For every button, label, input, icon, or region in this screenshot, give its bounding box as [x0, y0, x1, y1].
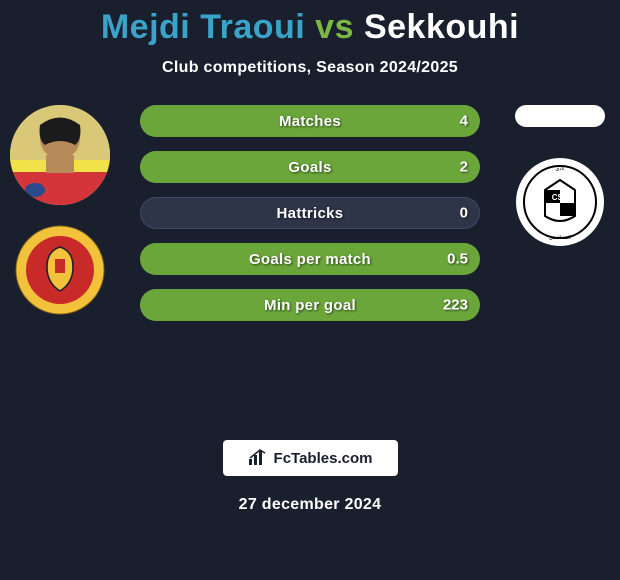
subtitle: Club competitions, Season 2024/2025 [0, 59, 620, 77]
stat-label: Hattricks [277, 205, 344, 222]
stat-label: Goals [288, 159, 331, 176]
stat-row: Goals per match 0.5 [140, 243, 480, 275]
stat-value-right: 223 [443, 297, 468, 314]
svg-text:CSS: CSS [552, 193, 569, 202]
comparison-content: CSS نادي الصفاقسي Matches 4 Goals 2 Hattrick… [0, 105, 620, 385]
player-right-flag [515, 105, 605, 127]
player-left-avatar [10, 105, 110, 205]
title-vs: vs [315, 8, 354, 46]
stat-value-right: 0 [460, 205, 468, 222]
stat-label: Matches [279, 113, 341, 130]
player-left-club-badge [15, 225, 105, 315]
club-badge-icon: CSS نادي الصفاقسي [515, 157, 605, 247]
svg-text:الصفاقسي: الصفاقسي [549, 235, 571, 241]
avatar-placeholder-icon [10, 105, 110, 205]
stat-value-right: 2 [460, 159, 468, 176]
club-badge-icon [15, 225, 105, 315]
stat-label: Min per goal [264, 297, 356, 314]
player-right-club-badge: CSS نادي الصفاقسي [515, 157, 605, 247]
stat-value-right: 4 [460, 113, 468, 130]
page-title: Mejdi Traoui vs Sekkouhi [0, 0, 620, 47]
stat-row: Hattricks 0 [140, 197, 480, 229]
bar-chart-icon [248, 449, 268, 467]
title-player2: Sekkouhi [364, 8, 519, 46]
svg-text:نادي: نادي [555, 166, 564, 172]
stat-row: Goals 2 [140, 151, 480, 183]
stat-label: Goals per match [249, 251, 371, 268]
brand-text: FcTables.com [274, 450, 373, 467]
player-left-column [10, 105, 110, 315]
brand-box: FcTables.com [223, 440, 398, 476]
title-player1: Mejdi Traoui [101, 8, 305, 46]
stat-value-right: 0.5 [447, 251, 468, 268]
date-text: 27 december 2024 [0, 496, 620, 514]
stats-list: Matches 4 Goals 2 Hattricks 0 Goals per match 0… [140, 105, 480, 321]
stat-row: Matches 4 [140, 105, 480, 137]
player-right-column: CSS نادي الصفاقسي [510, 105, 610, 247]
stat-row: Min per goal 223 [140, 289, 480, 321]
